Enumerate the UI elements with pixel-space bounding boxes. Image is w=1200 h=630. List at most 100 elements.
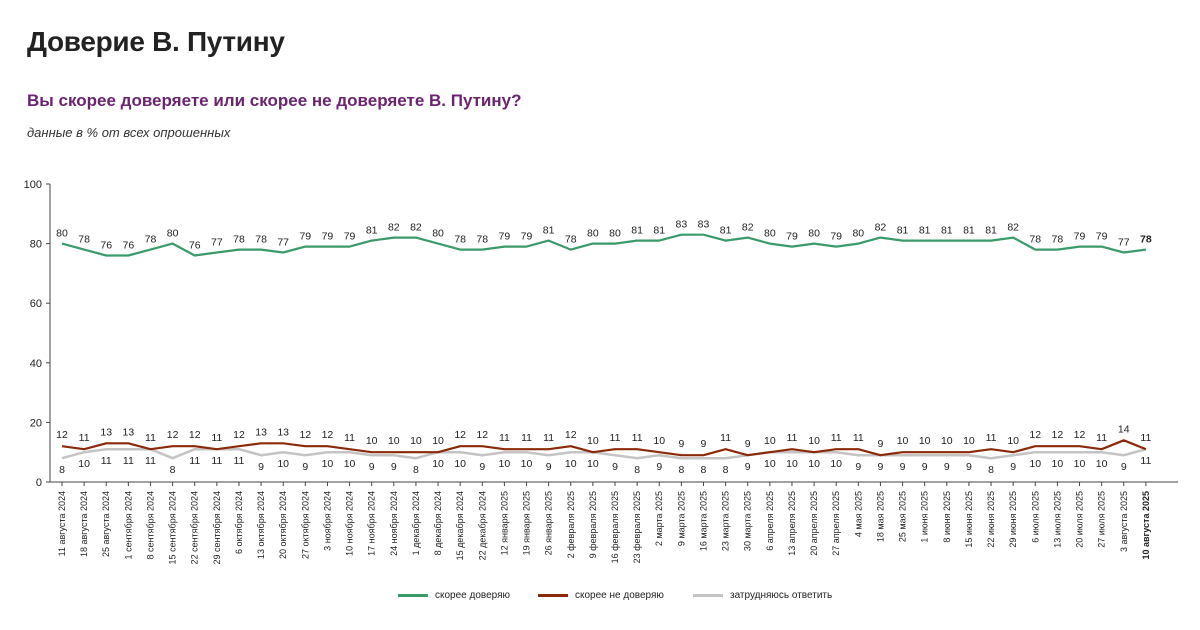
trust-data-label: 81 xyxy=(919,225,931,237)
hard-data-label: 9 xyxy=(922,461,928,473)
distrust-data-label: 12 xyxy=(167,429,179,441)
y-tick-label: 60 xyxy=(30,298,42,310)
x-tick-label: 22 декабря 2024 xyxy=(477,491,487,560)
hard-data-label: 11 xyxy=(234,455,245,467)
legend-label-hard: затрудняюсь ответить xyxy=(730,590,833,601)
x-tick-label: 4 мая 2025 xyxy=(853,491,863,537)
x-tick-label: 2 марта 2025 xyxy=(654,491,664,546)
x-tick-label: 13 июля 2025 xyxy=(1052,491,1062,548)
distrust-data-label: 11 xyxy=(145,432,156,444)
trust-data-label: 79 xyxy=(322,231,334,243)
legend-swatch-hard xyxy=(693,594,723,597)
trust-series-line xyxy=(61,233,1147,257)
x-tick-label: 9 февраля 2025 xyxy=(588,491,598,558)
x-tick-label: 20 июля 2025 xyxy=(1075,491,1085,548)
trust-data-label: 78 xyxy=(1052,234,1064,246)
trust-data-label: 78 xyxy=(565,234,577,246)
x-tick-label: 18 августа 2024 xyxy=(79,491,89,557)
hard-data-label: 10 xyxy=(587,458,599,470)
x-tick-label: 19 января 2025 xyxy=(522,491,532,555)
x-tick-label: 29 июня 2025 xyxy=(1008,491,1018,548)
x-tick-label: 18 мая 2025 xyxy=(875,491,885,542)
trust-data-label: 80 xyxy=(808,228,820,240)
hard-data-label: 10 xyxy=(322,458,334,470)
hard-data-label: 10 xyxy=(454,458,466,470)
distrust-data-label: 9 xyxy=(745,438,751,450)
distrust-data-label: 10 xyxy=(587,435,599,447)
hard-data-label: 9 xyxy=(745,461,751,473)
hard-data-label: 10 xyxy=(565,458,577,470)
trust-data-label: 81 xyxy=(963,225,975,237)
legend-item-distrust: скорее не доверяю xyxy=(538,590,664,601)
trust-data-label: 81 xyxy=(653,225,665,237)
x-tick-label: 10 ноября 2024 xyxy=(345,491,355,556)
x-tick-label: 6 апреля 2025 xyxy=(765,491,775,551)
distrust-data-label: 13 xyxy=(100,426,112,438)
hard-data-label: 10 xyxy=(78,458,90,470)
hard-data-label: 9 xyxy=(878,461,884,473)
distrust-data-label: 10 xyxy=(653,435,665,447)
legend-item-hard: затрудняюсь ответить xyxy=(693,590,832,601)
trust-data-label: 80 xyxy=(764,228,776,240)
hard-data-label: 9 xyxy=(546,461,552,473)
hard-data-label: 8 xyxy=(59,464,65,476)
y-tick-label: 40 xyxy=(30,358,42,370)
trust-data-label: 80 xyxy=(609,228,621,240)
x-tick-label: 9 марта 2025 xyxy=(676,491,686,546)
hard-data-label: 9 xyxy=(612,461,618,473)
x-tick-label: 3 ноября 2024 xyxy=(322,491,332,551)
hard-data-label: 9 xyxy=(369,461,375,473)
hard-data-label: 9 xyxy=(855,461,861,473)
hard-data-label: 9 xyxy=(391,461,397,473)
x-tick-label: 1 декабря 2024 xyxy=(411,491,421,555)
trust-line-chart: 0 20 40 60 80 100 11 августа 2024 18 августа 20… xyxy=(24,179,1178,564)
x-tick-label: 8 июня 2025 xyxy=(942,491,952,543)
trust-data-label: 77 xyxy=(211,237,223,249)
hard-data-label: 10 xyxy=(1096,458,1108,470)
distrust-data-label: 9 xyxy=(701,438,707,450)
x-tick-label: 25 мая 2025 xyxy=(898,491,908,542)
hard-data-label: 10 xyxy=(808,458,820,470)
trust-data-label: 78 xyxy=(1140,234,1152,246)
distrust-data-label: 10 xyxy=(1007,435,1019,447)
x-tick-label: 27 октября 2024 xyxy=(300,491,310,559)
hard-data-label: 9 xyxy=(944,461,950,473)
trust-data-label: 79 xyxy=(299,231,311,243)
hard-data-label: 8 xyxy=(701,464,707,476)
x-tick-label: 16 марта 2025 xyxy=(698,491,708,551)
hard-data-label: 11 xyxy=(211,455,222,467)
trust-data-label: 81 xyxy=(941,225,953,237)
hard-data-label: 10 xyxy=(521,458,533,470)
hard-data-label: 9 xyxy=(258,461,264,473)
trust-data-label: 80 xyxy=(432,228,444,240)
trust-data-label: 79 xyxy=(1096,231,1108,243)
trust-data-label: 77 xyxy=(277,237,289,249)
trust-data-label: 76 xyxy=(100,240,112,252)
trust-data-label: 80 xyxy=(587,228,599,240)
trust-data-label: 76 xyxy=(123,240,135,252)
y-tick-label: 0 xyxy=(36,477,42,489)
distrust-data-label: 10 xyxy=(941,435,953,447)
distrust-data-label: 11 xyxy=(720,432,731,444)
distrust-data-label: 11 xyxy=(853,432,864,444)
trust-data-label: 79 xyxy=(786,231,798,243)
trust-data-label: 81 xyxy=(985,225,997,237)
trust-data-label: 79 xyxy=(344,231,356,243)
x-tick-label: 1 сентября 2024 xyxy=(123,491,133,559)
distrust-data-label: 11 xyxy=(986,432,997,444)
distrust-data-label: 11 xyxy=(831,432,842,444)
distrust-data-label: 13 xyxy=(255,426,267,438)
x-tick-label: 23 февраля 2025 xyxy=(632,491,642,563)
legend-swatch-trust xyxy=(398,594,428,597)
hard-data-label: 10 xyxy=(1074,458,1086,470)
hard-data-label: 9 xyxy=(302,461,308,473)
hard-data-label: 11 xyxy=(123,455,134,467)
distrust-data-label: 10 xyxy=(963,435,975,447)
chart-legend: скорее доверяю скорее не доверяю затрудн… xyxy=(0,590,1200,606)
distrust-data-label: 9 xyxy=(678,438,684,450)
distrust-data-label: 10 xyxy=(919,435,931,447)
trust-data-label: 79 xyxy=(521,231,533,243)
distrust-data-label: 10 xyxy=(366,435,378,447)
x-tick-label: 20 апреля 2025 xyxy=(809,491,819,556)
hard-data-label: 10 xyxy=(432,458,444,470)
